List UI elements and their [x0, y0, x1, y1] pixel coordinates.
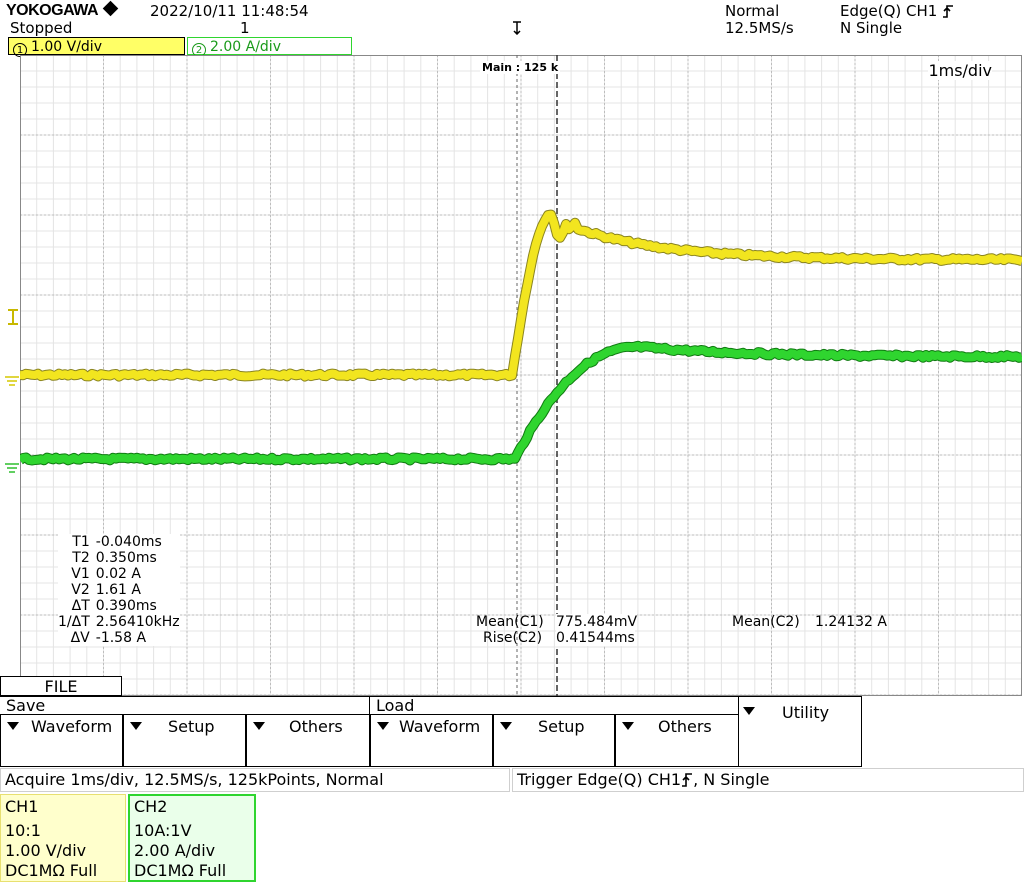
ch2-info-title: CH2 — [134, 797, 168, 816]
save-waveform-label: Waveform — [31, 717, 113, 736]
waveform-grid — [20, 55, 1022, 696]
ch1-info-panel[interactable]: CH1 10:1 1.00 V/div DC1MΩ Full — [0, 794, 126, 882]
dropdown-arrow-icon — [130, 722, 142, 730]
load-setup-button[interactable]: Setup — [493, 715, 615, 767]
trigger-single: N Single — [840, 19, 903, 37]
save-setup-label: Setup — [168, 717, 215, 736]
timebase-label: 1ms/div — [928, 61, 992, 80]
cursor-measurements: T1 T2 V1 V2 ΔT 1/ΔT ΔV -0.040ms 0.350ms 0.02 A 1.… — [58, 534, 180, 646]
trigger-status[interactable]: Trigger Edge(Q) CH1 , N Single — [512, 768, 1024, 792]
trigger-level-icon — [7, 309, 19, 325]
save-others-button[interactable]: Others — [246, 715, 370, 767]
ch2-scale-text: 2.00 A/div — [210, 39, 281, 55]
ch1-info-scale: 1.00 V/div — [5, 841, 87, 860]
mean-c1-value: 775.484mV — [556, 614, 638, 630]
dropdown-arrow-icon — [377, 722, 389, 730]
cursor-measure-label: 1/ΔT — [58, 614, 90, 630]
ch1-trace — [20, 210, 1022, 381]
record-label: Main : 125 k — [480, 61, 561, 74]
trigger-position-icon — [512, 20, 522, 36]
ch1-ground-marker-icon — [5, 372, 19, 386]
utility-label: Utility — [782, 703, 830, 722]
dropdown-arrow-icon — [622, 722, 634, 730]
load-setup-label: Setup — [538, 717, 585, 736]
save-setup-button[interactable]: Setup — [123, 715, 246, 767]
rising-edge-icon — [942, 5, 954, 18]
yokogawa-logo: YOKOGAWA — [6, 0, 119, 20]
dropdown-arrow-icon — [7, 722, 19, 730]
cursor-measure-value: -0.040ms — [95, 534, 162, 550]
acq-count: 1 — [240, 19, 250, 37]
sample-rate: 12.5MS/s — [725, 19, 794, 37]
save-divider — [0, 714, 369, 715]
acquire-status-text: Acquire 1ms/div, 12.5MS/s, 125kPoints, N… — [5, 770, 384, 789]
rise-c2-value: 0.41544ms — [556, 630, 635, 646]
dropdown-arrow-icon — [743, 707, 755, 715]
cursor-measure-value: -1.58 A — [95, 630, 147, 646]
ch2-info-probe: 10A:1V — [134, 821, 192, 840]
ch2-scale-box[interactable]: 2 2.00 A/div — [187, 37, 352, 57]
datetime: 2022/10/11 11:48:54 — [150, 2, 309, 20]
cursor-measure-value: 0.390ms — [95, 598, 157, 614]
ch1-info-title: CH1 — [5, 797, 39, 816]
load-others-label: Others — [658, 717, 712, 736]
ch1-scale-box[interactable]: 1 1.00 V/div — [8, 37, 185, 57]
diamond-logo-icon — [103, 0, 119, 17]
cursor-measure-label: V2 — [71, 582, 90, 598]
mean-c1-label: Mean(C1) — [476, 614, 544, 630]
mean-c2-value: 1.24132 A — [815, 614, 887, 630]
file-tab-label: FILE — [44, 677, 78, 696]
trigger-status-suffix: , N Single — [693, 770, 770, 789]
ch2-info-scale: 2.00 A/div — [134, 841, 216, 860]
run-state: Stopped — [10, 19, 73, 37]
load-waveform-button[interactable]: Waveform — [370, 715, 493, 767]
logo-text: YOKOGAWA — [6, 2, 98, 19]
load-title: Load — [376, 696, 415, 715]
trigger-status-text: Trigger Edge(Q) CH1 — [517, 770, 682, 789]
cursor-measure-value: 1.61 A — [95, 582, 141, 598]
file-tab[interactable]: FILE — [0, 676, 122, 696]
trigger-mode: Normal — [725, 2, 780, 20]
ch1-info-coupling: DC1MΩ Full — [5, 861, 98, 880]
ch1-info-probe: 10:1 — [5, 821, 41, 840]
waveform-display[interactable]: Main : 125 k 1ms/div T1 T2 V1 V2 ΔT 1/ΔT ΔV -0… — [20, 55, 1022, 696]
ch1-scale-text: 1.00 V/div — [31, 39, 102, 55]
cursor-measure-value: 0.350ms — [95, 550, 157, 566]
cursor-measure-label: T2 — [72, 550, 90, 566]
load-divider — [370, 714, 738, 715]
ch2-trace — [20, 341, 1022, 465]
cursor-measure-label: ΔT — [71, 598, 90, 614]
cursor-measure-label: ΔV — [70, 630, 90, 646]
rising-edge-icon — [681, 771, 693, 787]
cursor-measure-label: T1 — [72, 534, 90, 550]
ch2-ground-marker-icon — [5, 459, 19, 473]
dropdown-arrow-icon — [500, 722, 512, 730]
trigger-type-text: Edge(Q) CH1 — [840, 2, 938, 20]
utility-button[interactable]: Utility — [739, 696, 862, 767]
acquire-status[interactable]: Acquire 1ms/div, 12.5MS/s, 125kPoints, N… — [0, 768, 510, 792]
cursor-measure-value: 2.56410kHz — [95, 614, 180, 630]
menu-divider — [0, 696, 862, 697]
mean-c2-label: Mean(C2) — [732, 614, 800, 630]
load-waveform-label: Waveform — [399, 717, 481, 736]
ch2-info-coupling: DC1MΩ Full — [134, 861, 227, 880]
save-waveform-button[interactable]: Waveform — [0, 715, 123, 767]
cursor-measure-label: V1 — [71, 566, 90, 582]
ch2-info-panel[interactable]: CH2 10A:1V 2.00 A/div DC1MΩ Full — [128, 794, 256, 882]
dropdown-arrow-icon — [253, 722, 265, 730]
load-others-button[interactable]: Others — [615, 715, 739, 767]
trigger-type: Edge(Q) CH1 — [840, 3, 954, 19]
save-title: Save — [6, 696, 46, 715]
save-others-label: Others — [289, 717, 343, 736]
rise-c2-label: Rise(C2) — [483, 630, 543, 646]
cursor-measure-value: 0.02 A — [95, 566, 141, 582]
